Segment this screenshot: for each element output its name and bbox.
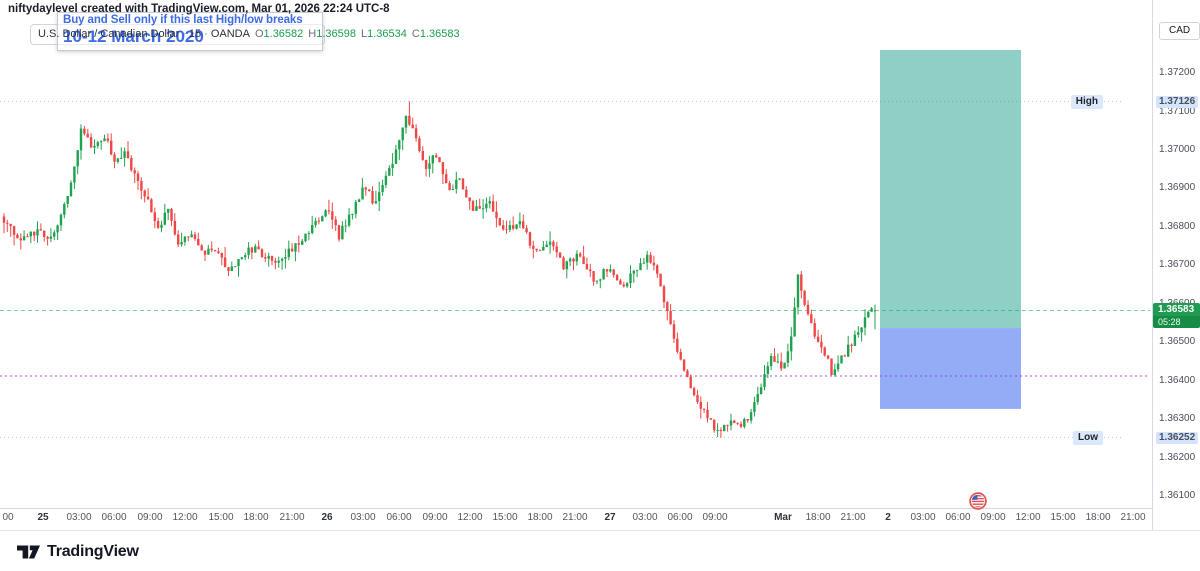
- time-tick: 00: [2, 512, 14, 523]
- time-tick: 03:00: [632, 512, 658, 523]
- legend-separator-2: ·: [204, 28, 208, 40]
- time-tick: 15:00: [1050, 512, 1076, 523]
- price-tick: 1.36800: [1159, 220, 1196, 232]
- time-tick: 06:00: [386, 512, 412, 523]
- timeframe-value[interactable]: 15: [188, 28, 202, 40]
- time-tick: 18:00: [243, 512, 269, 523]
- time-tick: 06:00: [101, 512, 127, 523]
- price-tick: 1.37000: [1159, 144, 1196, 155]
- time-axis[interactable]: 00 25 03:00 06:00 09:00 12:00 15:00 18:00 21:00 2…: [0, 509, 1200, 530]
- symbol-title: U.S. Dollar / Canadian Dollar: [38, 28, 180, 40]
- time-axis-border: [0, 508, 1200, 509]
- price-tick: 1.36500: [1159, 336, 1196, 348]
- chart-pane[interactable]: High Low: [0, 0, 1152, 530]
- high-level-label: High: [1070, 94, 1103, 109]
- time-tick: 15:00: [492, 512, 518, 523]
- attribution-text: niftydaylevel created with TradingView.c…: [8, 3, 390, 15]
- time-tick: 09:00: [422, 512, 448, 523]
- chart-bottom-border: [0, 530, 1200, 531]
- time-tick-date: 26: [321, 512, 333, 523]
- price-tick: 1.36400: [1159, 374, 1196, 386]
- low-label: L: [361, 28, 368, 40]
- low-level-label: Low: [1073, 430, 1103, 445]
- time-tick-date: Mar: [774, 512, 792, 523]
- annotation-line-2: 10-12 March 2020: [63, 27, 204, 46]
- open-label: O: [254, 28, 264, 40]
- time-tick: 03:00: [910, 512, 936, 523]
- candlestick-svg: [0, 50, 1150, 439]
- last-price-badge: 1.36583 05:28: [1153, 303, 1200, 329]
- time-tick: 12:00: [457, 512, 483, 523]
- close-label: C: [411, 28, 420, 40]
- currency-badge[interactable]: CAD: [1159, 22, 1200, 40]
- price-tick: 1.37100: [1159, 105, 1196, 117]
- time-tick: 06:00: [667, 512, 693, 523]
- symbol-legend[interactable]: U.S. Dollar / Canadian Dollar · 15 · OANDA O1…: [38, 26, 460, 42]
- price-tick: 1.36100: [1159, 490, 1196, 502]
- time-tick-date: 25: [37, 512, 49, 523]
- time-tick: 09:00: [702, 512, 728, 523]
- time-tick: 03:00: [66, 512, 92, 523]
- price-tick: 1.36200: [1159, 451, 1196, 463]
- price-tick: 1.36300: [1159, 413, 1196, 425]
- open-value: 1.36582: [263, 28, 304, 40]
- bar-countdown: 05:28: [1153, 316, 1200, 329]
- time-tick: 06:00: [945, 512, 971, 523]
- tradingview-logo[interactable]: TradingView: [16, 543, 139, 561]
- last-price-value: 1.36583: [1153, 303, 1200, 317]
- time-tick: 09:00: [980, 512, 1006, 523]
- price-tick: 1.37200: [1159, 67, 1196, 79]
- time-tick: 15:00: [208, 512, 234, 523]
- low-price-label: 1.36252: [1156, 431, 1199, 444]
- time-tick-date: 27: [604, 512, 616, 523]
- price-axis[interactable]: CAD 1.37200 1.37100 1.37000 1.36900 1.36800 1…: [1153, 0, 1200, 530]
- brand-name: TradingView: [47, 543, 139, 560]
- time-tick-date: 2: [885, 512, 891, 523]
- high-value: 1.36598: [316, 28, 356, 40]
- price-tick: 1.36600: [1159, 298, 1195, 310]
- time-tick: 09:00: [137, 512, 163, 523]
- us-holiday-icon[interactable]: [969, 492, 987, 510]
- time-tick: 18:00: [527, 512, 553, 523]
- time-tick: 03:00: [350, 512, 376, 523]
- high-label: H: [308, 28, 317, 40]
- legend-separator-1: ·: [182, 28, 186, 40]
- price-axis-border: [1152, 0, 1153, 530]
- time-tick: 21:00: [1120, 512, 1146, 523]
- price-tick: 1.36700: [1159, 259, 1196, 271]
- time-tick: 12:00: [1015, 512, 1041, 523]
- time-tick: 18:00: [1085, 512, 1111, 523]
- time-tick: 18:00: [805, 512, 831, 523]
- close-value: 1.36583: [419, 28, 460, 40]
- text-annotation[interactable]: Buy and Sell only if this last High/low …: [57, 12, 323, 51]
- tradingview-logo-icon: [17, 545, 40, 559]
- annotation-line-1: Buy and Sell only if this last High/low …: [63, 14, 303, 26]
- time-tick: 12:00: [172, 512, 198, 523]
- exchange-name: OANDA: [210, 28, 250, 40]
- time-tick: 21:00: [562, 512, 588, 523]
- low-value: 1.36534: [367, 28, 407, 40]
- time-tick: 21:00: [279, 512, 305, 523]
- high-price-label: 1.37126: [1156, 95, 1199, 108]
- price-tick: 1.36900: [1159, 182, 1196, 194]
- long-position-zones[interactable]: [880, 50, 1021, 409]
- time-tick: 21:00: [840, 512, 866, 523]
